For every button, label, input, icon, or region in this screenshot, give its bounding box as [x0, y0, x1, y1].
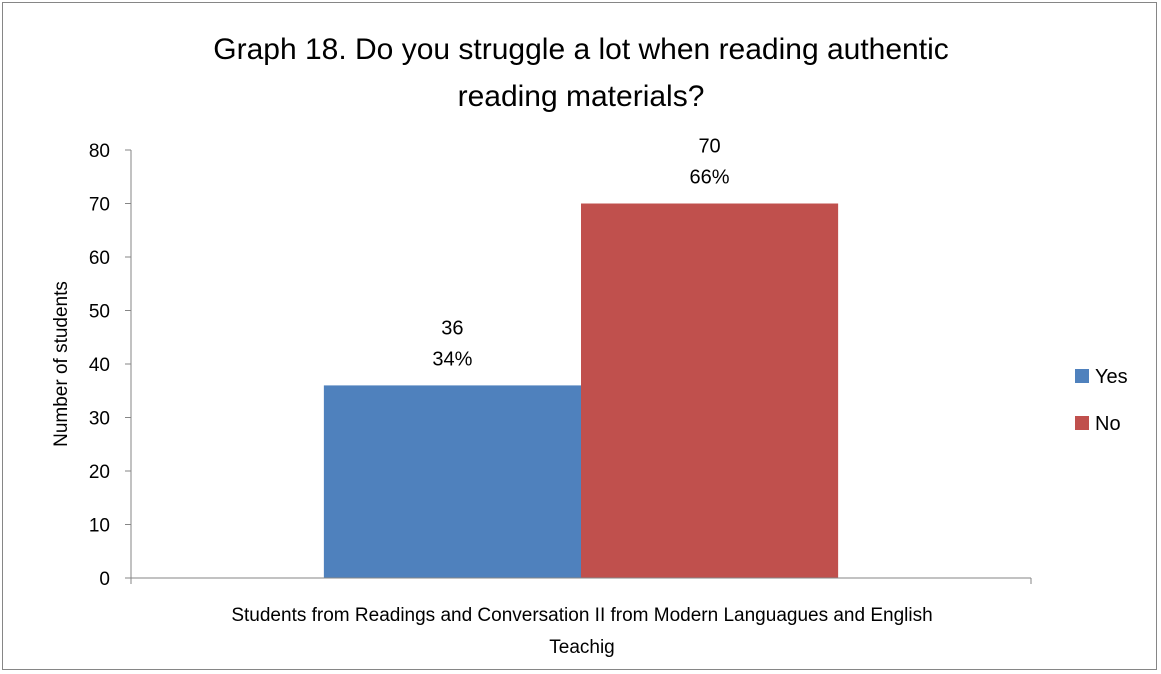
legend-swatch-yes — [1075, 369, 1089, 383]
data-label-value-yes: 36 — [441, 317, 463, 339]
bars — [323, 203, 839, 578]
legend: Yes No — [1075, 366, 1128, 435]
x-axis-label-line-2: Teachig — [549, 637, 615, 658]
y-tick-label: 40 — [89, 355, 110, 376]
bar-no — [581, 203, 839, 578]
legend-label-no: No — [1095, 413, 1121, 435]
legend-label-yes: Yes — [1095, 366, 1128, 388]
chart-title-line-1: Graph 18. Do you struggle a lot when rea… — [213, 33, 948, 66]
y-tick-label: 80 — [89, 141, 110, 162]
data-label-value-no: 70 — [698, 136, 720, 158]
y-tick-label: 0 — [99, 569, 110, 590]
y-tick-label: 20 — [89, 462, 110, 483]
bar-yes — [323, 385, 581, 578]
y-tick-label: 50 — [89, 302, 110, 323]
y-axis-label: Number of students — [51, 281, 72, 447]
y-tick-label: 10 — [89, 516, 110, 537]
data-label-percent-no: 66% — [690, 167, 730, 189]
y-tick-label: 30 — [89, 409, 110, 430]
data-label-percent-yes: 34% — [432, 348, 472, 370]
x-axis-label-line-1: Students from Readings and Conversation … — [231, 605, 932, 626]
chart-title-line-2: reading materials? — [458, 80, 705, 113]
data-labels: 36 34% 70 66% — [432, 136, 729, 371]
y-axis-ticks: 0 10 20 30 40 50 60 70 80 — [89, 141, 131, 590]
y-tick-label: 70 — [89, 195, 110, 216]
legend-swatch-no — [1075, 416, 1089, 430]
y-tick-label: 60 — [89, 248, 110, 269]
